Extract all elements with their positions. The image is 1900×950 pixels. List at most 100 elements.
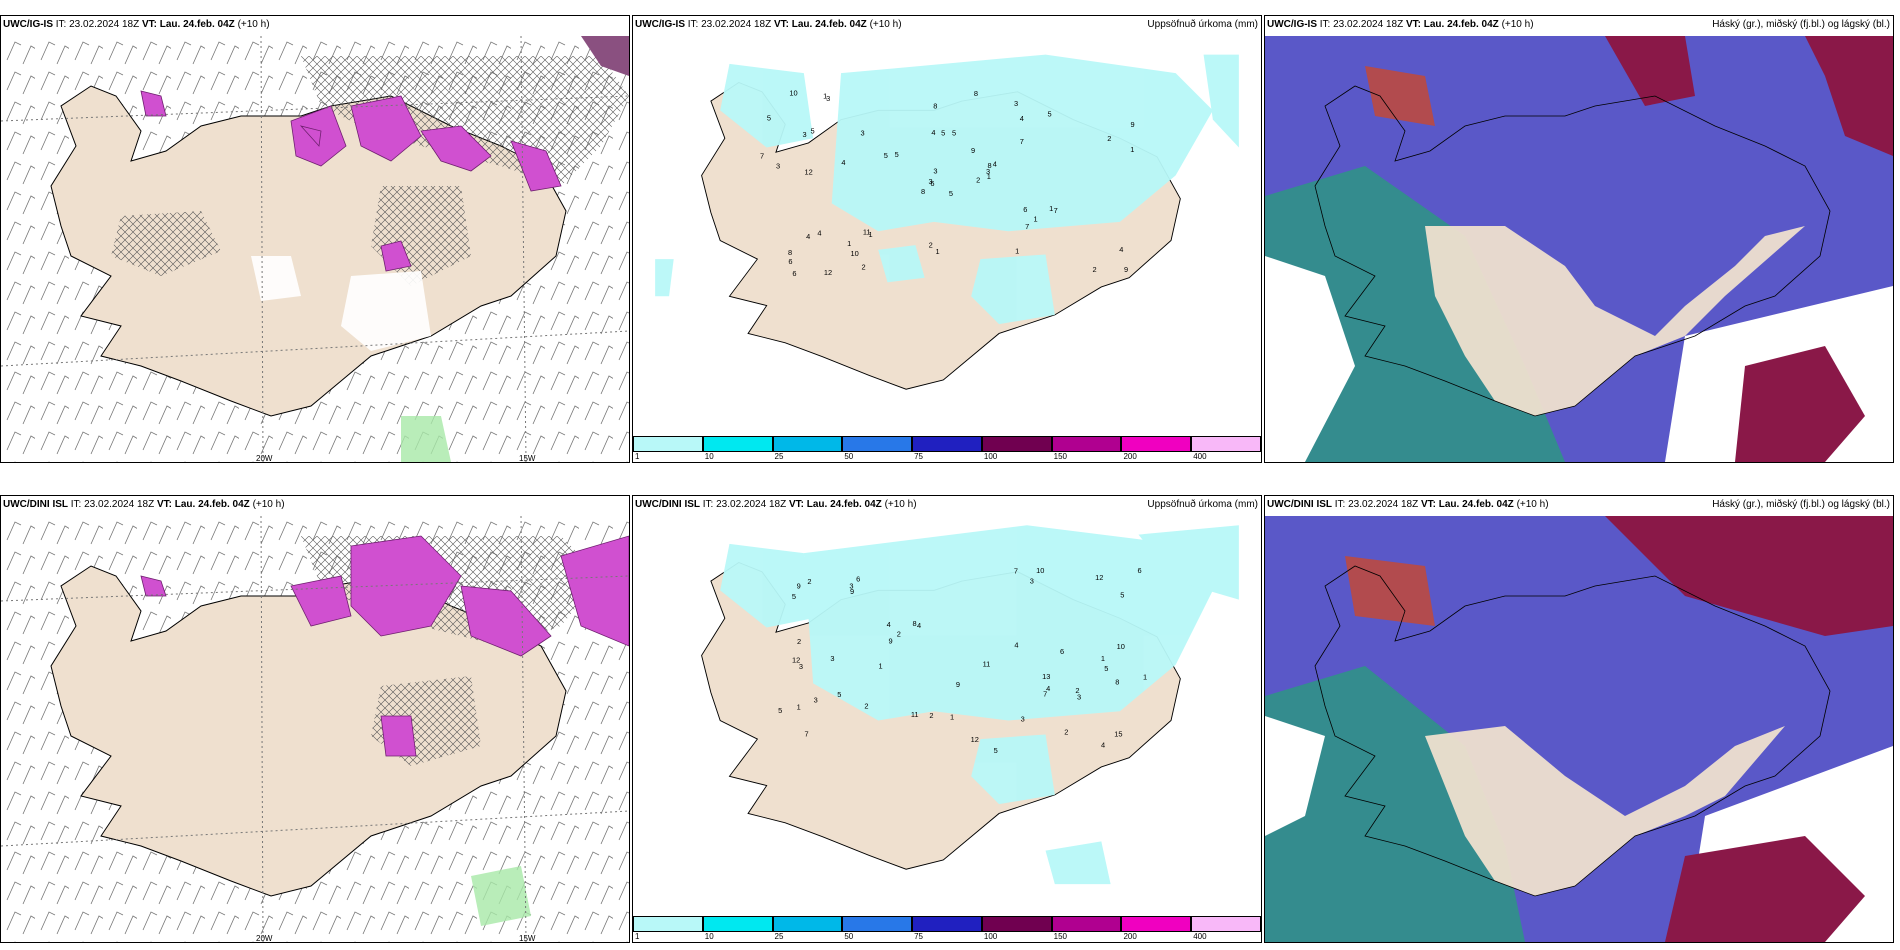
precip-value-label: 7 xyxy=(804,729,808,738)
colorbar-tick-label: 150 xyxy=(1053,932,1068,941)
precip-value-label: 11 xyxy=(863,227,871,236)
colorbar-segment xyxy=(1051,916,1122,932)
map-panel-wind-bottom: UWC/DINI ISL IT: 23.02.2024 18Z VT: Lau.… xyxy=(0,495,630,943)
precip-value-label: 1 xyxy=(987,172,991,181)
precip-value-label: 10 xyxy=(1117,642,1125,651)
precip-value-label: 6 xyxy=(788,257,792,266)
precip-value-label: 9 xyxy=(1130,120,1134,129)
colorbar-segment xyxy=(702,916,773,932)
colorbar-segment xyxy=(772,436,843,452)
precip-value-label: 8 xyxy=(974,89,978,98)
precip-value-label: 12 xyxy=(824,268,832,277)
panel-header: UWC/DINI ISL IT: 23.02.2024 18Z VT: Lau.… xyxy=(3,499,285,510)
colorbar-tick-label: 1 xyxy=(635,452,640,461)
precip-value-label: 7 xyxy=(760,152,764,161)
precip-value-label: 4 xyxy=(806,232,810,241)
iceland-map xyxy=(1,516,629,942)
precip-value-label: 4 xyxy=(817,228,821,237)
colorbar-tick-label: 400 xyxy=(1193,452,1207,461)
precip-value-label: 5 xyxy=(994,746,998,755)
precip-value-label: 1 xyxy=(797,702,801,711)
precip-value-label: 1 xyxy=(878,661,882,670)
colorbar-tick-label: 50 xyxy=(844,452,854,461)
precip-value-label: 2 xyxy=(797,637,801,646)
colorbar-tick-label: 10 xyxy=(704,452,714,461)
colorbar-segment xyxy=(912,916,982,932)
precip-value-label: 4 xyxy=(841,158,845,167)
iceland-cloud-map xyxy=(1265,36,1893,462)
colorbar-segment xyxy=(633,436,703,452)
precip-value-label: 5 xyxy=(837,690,841,699)
precip-value-label: 4 xyxy=(993,159,997,168)
precip-value-label: 8 xyxy=(933,102,937,111)
precip-value-label: 2 xyxy=(864,702,868,711)
precip-value-label: 2 xyxy=(861,263,865,272)
precip-value-label: 9 xyxy=(797,581,801,590)
field-title: Háský (gr.), miðský (fj.bl.) og lágský (… xyxy=(1712,19,1890,30)
field-title: Uppsöfnuð úrkoma (mm) xyxy=(1147,19,1258,30)
colorbar-segment xyxy=(912,436,982,452)
precip-value-label: 7 xyxy=(1054,206,1058,215)
colorbar-segment xyxy=(981,916,1052,932)
iceland-precip-map: 5368813542391298712494561054758361323351… xyxy=(655,54,1239,390)
panel-header: UWC/IG-IS IT: 23.02.2024 18Z VT: Lau. 24… xyxy=(635,19,902,30)
precip-value-label: 10 xyxy=(851,249,859,258)
precip-value-label: 1 xyxy=(950,713,954,722)
colorbar-segment xyxy=(1191,436,1261,452)
colorbar-tick-label: 75 xyxy=(914,932,924,941)
colorbar-segment xyxy=(842,436,913,452)
panel-header: UWC/DINI ISL IT: 23.02.2024 18Z VT: Lau.… xyxy=(1267,499,1549,510)
precip-value-label: 3 xyxy=(814,695,818,704)
colorbar-segment xyxy=(842,916,913,932)
precip-value-label: 1 xyxy=(1143,673,1147,682)
lon-label-20w: 20W xyxy=(256,934,273,943)
precip-value-label: 3 xyxy=(929,177,933,186)
colorbar-tick-label: 200 xyxy=(1123,452,1137,461)
field-title: Háský (gr.), miðský (fj.bl.) og lágský (… xyxy=(1712,499,1890,510)
precip-value-label: 9 xyxy=(889,637,893,646)
precip-value-label: 12 xyxy=(1095,573,1103,582)
precip-value-label: 5 xyxy=(778,706,782,715)
precip-value-label: 5 xyxy=(792,592,796,601)
iceland-map xyxy=(1,36,629,462)
precip-value-label: 9 xyxy=(850,587,854,596)
precip-value-label: 3 xyxy=(1021,714,1025,723)
precip-value-label: 3 xyxy=(802,130,806,139)
precip-value-label: 2 xyxy=(929,241,933,250)
precip-value-label: 3 xyxy=(826,94,830,103)
precip-value-label: 6 xyxy=(792,269,796,278)
map-panel-clouds-top: UWC/IG-IS IT: 23.02.2024 18Z VT: Lau. 24… xyxy=(1264,15,1894,463)
colorbar-tick-label: 200 xyxy=(1123,932,1137,941)
precip-value-label: 3 xyxy=(1014,99,1018,108)
colorbar-tick-label: 10 xyxy=(704,932,714,941)
panel-header: UWC/IG-IS IT: 23.02.2024 18Z VT: Lau. 24… xyxy=(3,19,270,30)
precip-value-label: 1 xyxy=(1101,654,1105,663)
precip-value-label: 1 xyxy=(1130,145,1134,154)
colorbar-segment xyxy=(1121,436,1192,452)
precip-value-label: 2 xyxy=(1092,265,1096,274)
precip-value-label: 4 xyxy=(1020,114,1024,123)
iceland-cloud-map xyxy=(1265,516,1893,942)
lon-label-15w: 15W xyxy=(519,934,536,943)
precip-value-label: 1 xyxy=(823,92,827,101)
precip-value-label: 3 xyxy=(1030,576,1034,585)
precip-value-label: 3 xyxy=(1077,693,1081,702)
precip-value-label: 5 xyxy=(884,151,888,160)
precip-value-label: 12 xyxy=(971,735,979,744)
precip-value-label: 4 xyxy=(931,128,935,137)
precip-value-label: 15 xyxy=(1114,730,1122,739)
precip-value-label: 8 xyxy=(988,161,992,170)
precip-value-label: 8 xyxy=(1115,678,1119,687)
precip-value-label: 8 xyxy=(913,619,917,628)
precip-value-label: 7 xyxy=(1020,137,1024,146)
colorbar-segment xyxy=(772,916,843,932)
colorbar-tick-label: 25 xyxy=(774,452,784,461)
precip-value-label: 5 xyxy=(767,113,771,122)
colorbar-segment xyxy=(1051,436,1122,452)
map-panel-precip-top: UWC/IG-IS IT: 23.02.2024 18Z VT: Lau. 24… xyxy=(632,15,1262,463)
precip-value-label: 4 xyxy=(887,620,891,629)
precip-value-label: 13 xyxy=(1042,672,1050,681)
precip-value-label: 3 xyxy=(849,582,853,591)
precip-value-label: 4 xyxy=(1101,741,1105,750)
precip-value-label: 6 xyxy=(856,574,860,583)
